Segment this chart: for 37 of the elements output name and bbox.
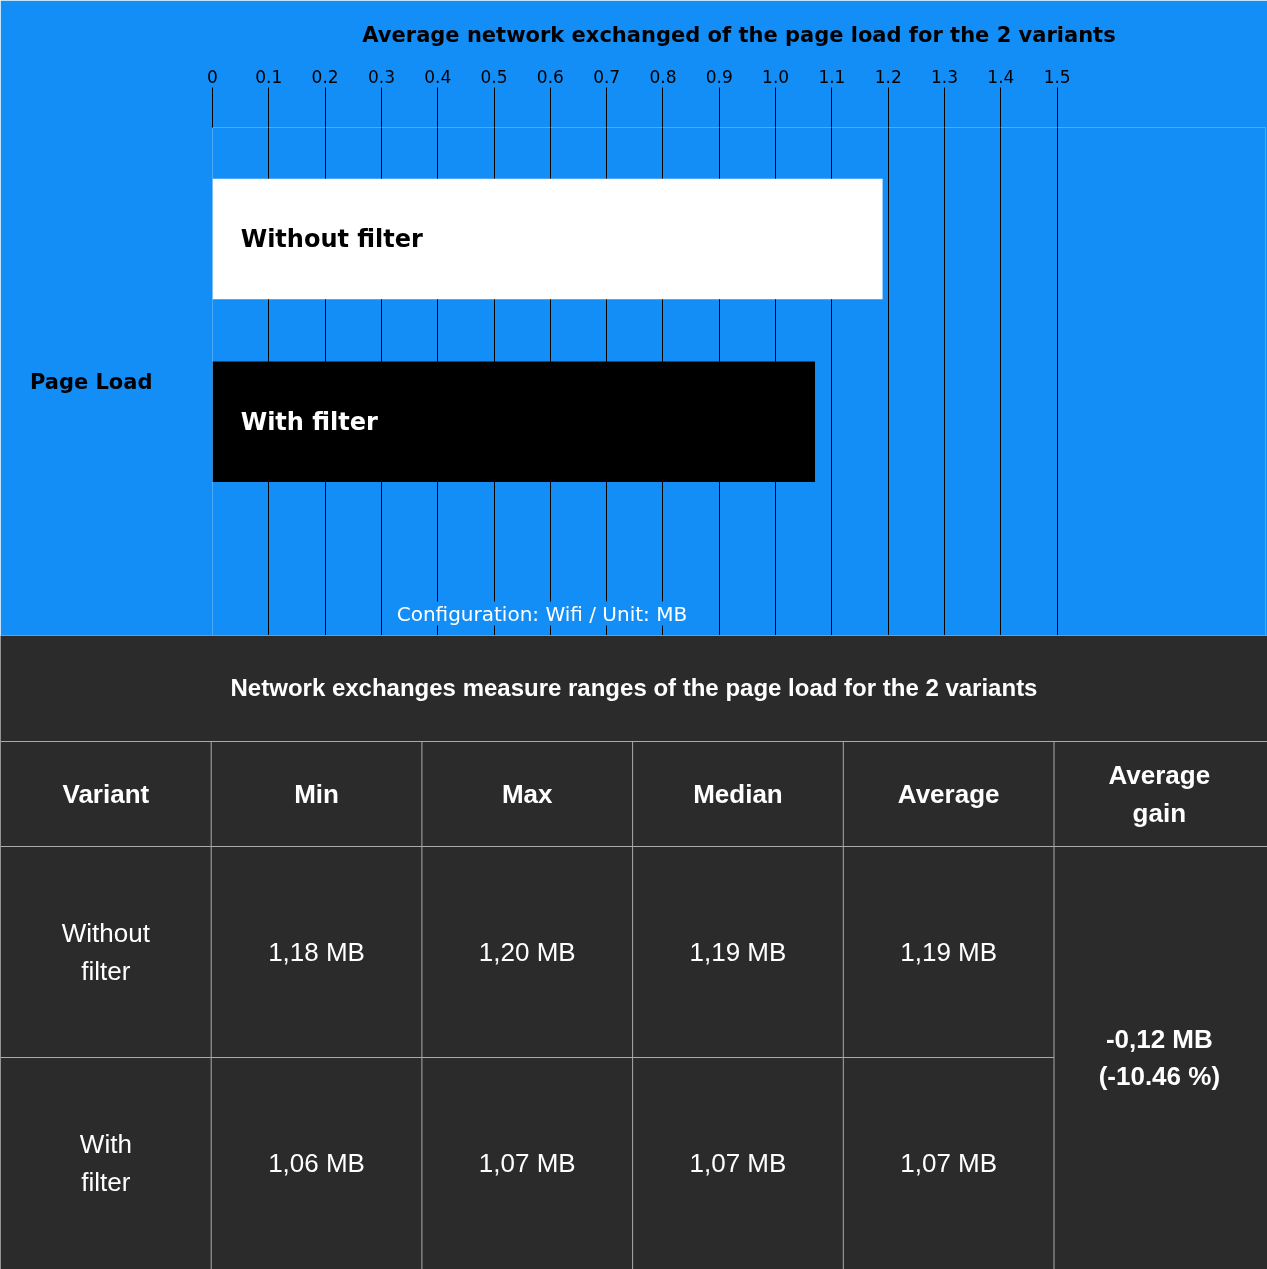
text: With filter (79, 1129, 132, 1197)
text: Max (501, 779, 554, 809)
x-tick-label: 0.7 (593, 66, 621, 87)
x-tick-label: 1.0 (762, 66, 790, 87)
x-tick-label: 0.1 (255, 66, 283, 87)
text: Average gain (1108, 760, 1211, 828)
x-tick-label: 1.2 (874, 66, 902, 87)
text: 1,19 MB (689, 937, 787, 967)
text: 1,18 MB (268, 937, 365, 967)
chart-title: Average network exchanged of the page load for the 2 variants (362, 22, 1116, 47)
text: Median (693, 779, 783, 809)
x-tick-label: 1.1 (818, 66, 846, 87)
x-tick-label: 1.4 (987, 66, 1015, 87)
x-tick-label: 1.5 (1043, 66, 1071, 87)
text: Network exchanges measure ranges of the page load for the 2 variants (230, 674, 1038, 701)
text: 1,20 MB (478, 937, 576, 967)
x-tick-label: 0.2 (311, 66, 339, 87)
annotation: Configuration: Wifi / Unit: MB (396, 601, 688, 626)
x-tick-label: 0.5 (480, 66, 508, 87)
text: -0,12 MB (-10.46 %) (1098, 1023, 1221, 1092)
text: 1,06 MB (268, 1148, 365, 1178)
text: 1,19 MB (900, 937, 998, 967)
text: Min (294, 779, 339, 809)
text: 1,07 MB (478, 1148, 576, 1178)
x-tick-label: 0.3 (367, 66, 395, 87)
x-tick-label: 0.8 (649, 66, 677, 87)
x-tick-label: 0.9 (705, 66, 733, 87)
text: 1,07 MB (689, 1148, 787, 1178)
text: Without filter (61, 918, 151, 986)
x-tick-label: 0 (207, 66, 218, 87)
x-tick-label: 0.4 (424, 66, 452, 87)
text: Variant (62, 779, 150, 809)
x-tick-label: 0.6 (536, 66, 564, 87)
text: Average (897, 779, 1000, 809)
x-tick-label: 1.3 (931, 66, 959, 87)
y-axis-title: Page Load (29, 369, 153, 394)
text: 1,07 MB (900, 1148, 998, 1178)
